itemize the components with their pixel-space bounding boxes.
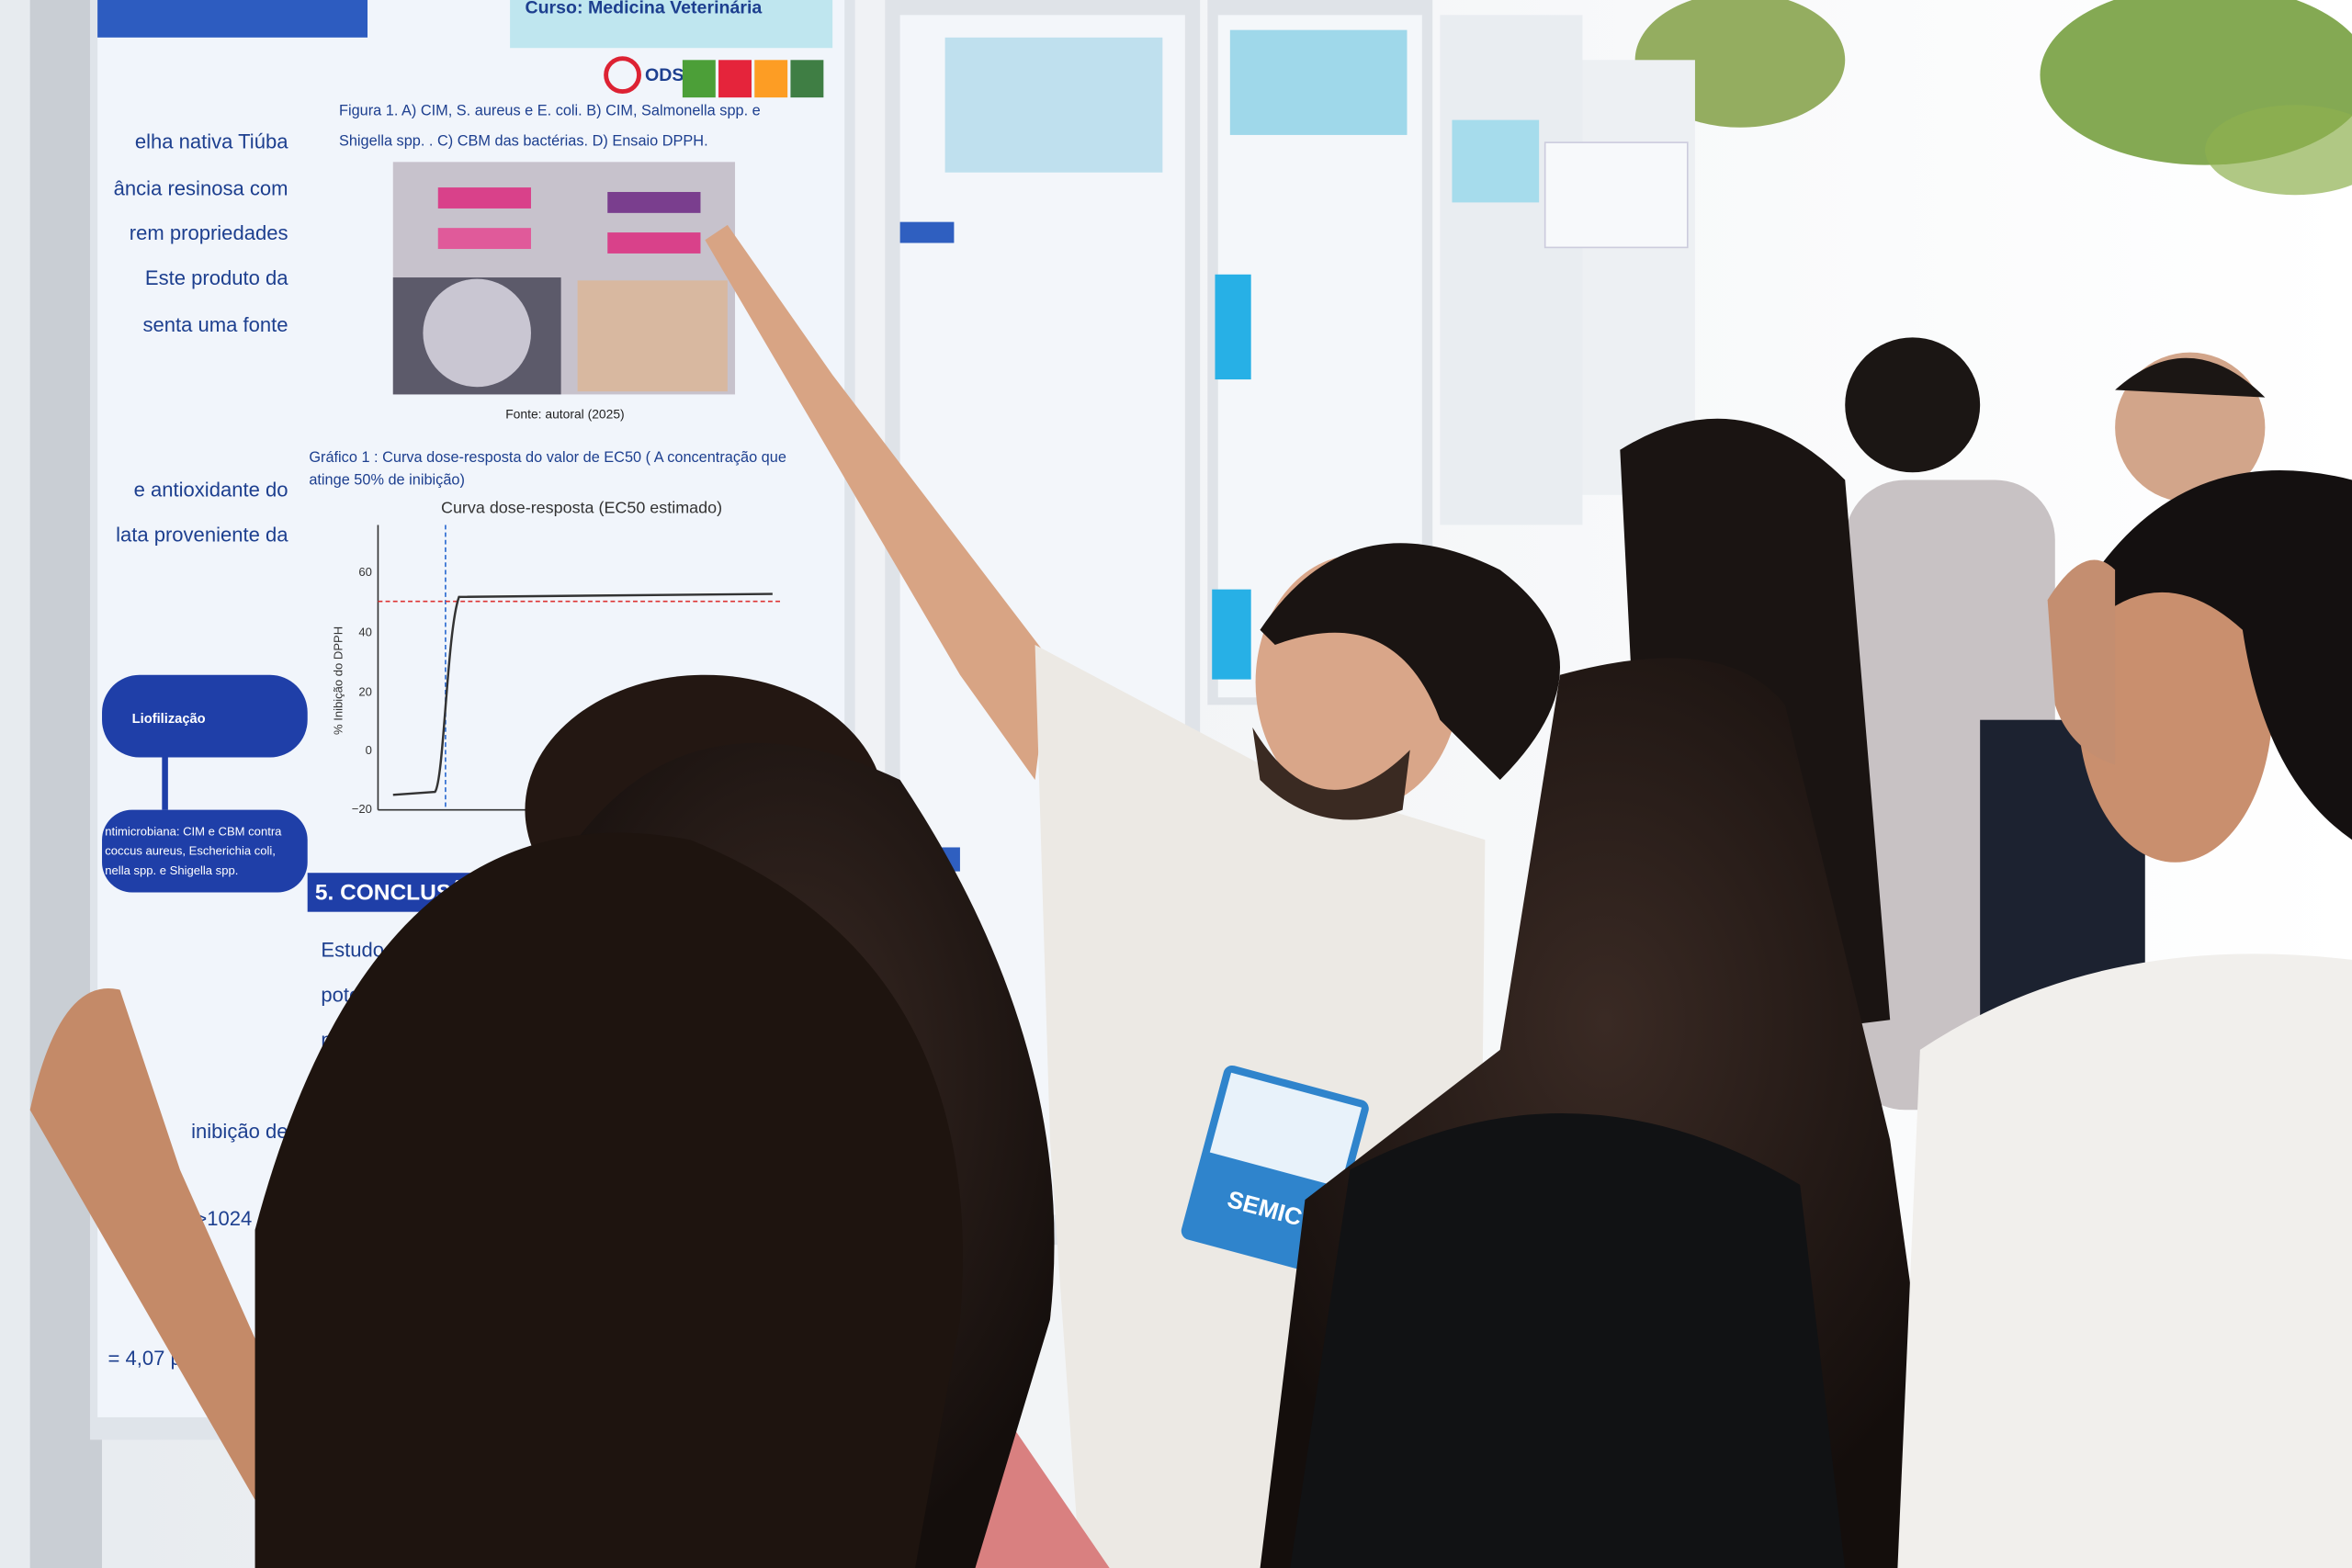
- woman-shirt: [1290, 1113, 1846, 1568]
- poster-panels-part: [1452, 119, 1540, 203]
- flow-box-label: nella spp. e Shigella spp.: [105, 863, 238, 877]
- poster-panels-part: [1544, 141, 1689, 249]
- figure-photo-part: [437, 187, 531, 209]
- flow-box: [102, 674, 308, 758]
- poster-panels-part: [899, 221, 955, 243]
- body-text: elha nativa Tiúba ância resinosa com rem…: [108, 130, 289, 1370]
- badge-part: [1209, 1072, 1363, 1188]
- right-person-part: [1897, 953, 2352, 1568]
- poster-chart-part: [392, 592, 773, 796]
- right-person-part: [2047, 559, 2116, 765]
- flow-box-label: ntimicrobiana: CIM e CBM contra: [105, 824, 282, 838]
- poster-chart-ticks: 60 40 20 0 −20: [352, 565, 372, 816]
- poster-panels-part: [1582, 60, 1695, 495]
- y-tick: 60: [358, 565, 372, 579]
- figure-photo-part: [607, 191, 701, 213]
- crowd-part: [2115, 357, 2266, 398]
- flow-box-label: coccus aureus, Escherichia coli,: [105, 844, 276, 858]
- body-line: lata proveniente da: [116, 523, 288, 546]
- graph-caption: Gráfico 1 : Curva dose-resposta do valor…: [309, 449, 786, 466]
- body-line: elha nativa Tiúba: [135, 130, 288, 153]
- presenter: SEMIC: [705, 224, 1561, 1568]
- foreground-people: [29, 674, 1110, 1568]
- poster-panels-part: [1212, 589, 1251, 680]
- right-person-part: [2077, 547, 2273, 863]
- graph-caption: atinge 50% de inibição): [309, 471, 465, 488]
- figure-photo-part: [577, 280, 728, 392]
- y-tick: 20: [358, 685, 372, 699]
- tree-part: [2205, 105, 2352, 196]
- chart-title: Curva dose-resposta (EC50 estimado): [441, 498, 722, 516]
- poster-header: [97, 0, 368, 38]
- poster-panels-part: [944, 37, 1163, 173]
- y-tick: −20: [352, 802, 372, 816]
- ods-icons-part: [682, 60, 716, 98]
- ods: ODS: [645, 65, 684, 85]
- right-person-part: [2077, 470, 2352, 840]
- right-person: [1897, 470, 2352, 1568]
- figure-photo-part: [607, 232, 701, 254]
- body-line: Este produto da: [145, 266, 288, 289]
- ods-icons-part: [718, 60, 752, 98]
- ods-icons: [682, 60, 824, 98]
- presenter-part: [705, 224, 1050, 781]
- ods-logo: [604, 56, 641, 95]
- figure-photo-part: [423, 278, 531, 388]
- crowd-part: [1845, 337, 1981, 473]
- figure-photo: [392, 162, 736, 395]
- y-axis-label: % Inibição do DPPH: [331, 626, 345, 735]
- y-tick: 40: [358, 625, 372, 638]
- poster-header: [510, 0, 833, 49]
- presenter-part: [1252, 727, 1410, 820]
- poster-panels-part: [1215, 274, 1251, 380]
- poster-panels-part: [1440, 15, 1583, 525]
- y-tick: 0: [366, 743, 372, 757]
- figure-caption: Shigella spp. . C) CBM das bactérias. D)…: [339, 132, 708, 149]
- body-line: ância resinosa com: [114, 176, 288, 199]
- figure-caption: Figura 1. A) CIM, S. aureus e E. coli. B…: [339, 103, 761, 119]
- foreground-people-part: [254, 832, 963, 1568]
- flow-box-label: Liofilização: [132, 712, 206, 727]
- body-line: rem propriedades: [130, 221, 288, 244]
- body-line: e antioxidante do: [134, 478, 288, 501]
- course: Curso: Medicina Veterinária: [525, 0, 763, 18]
- presenter-part: [1260, 543, 1561, 781]
- poster-panels-part: [1229, 29, 1408, 135]
- body-line: senta uma fonte: [142, 313, 288, 336]
- foreground-people-part: [29, 987, 300, 1500]
- figure-photo-part: [437, 228, 531, 250]
- figure-source: Fonte: autoral (2025): [505, 407, 624, 422]
- flow-box: [102, 809, 308, 893]
- body-line: inibição de: [191, 1120, 288, 1143]
- ods-icons-part: [754, 60, 788, 98]
- ods-icons-part: [790, 60, 824, 98]
